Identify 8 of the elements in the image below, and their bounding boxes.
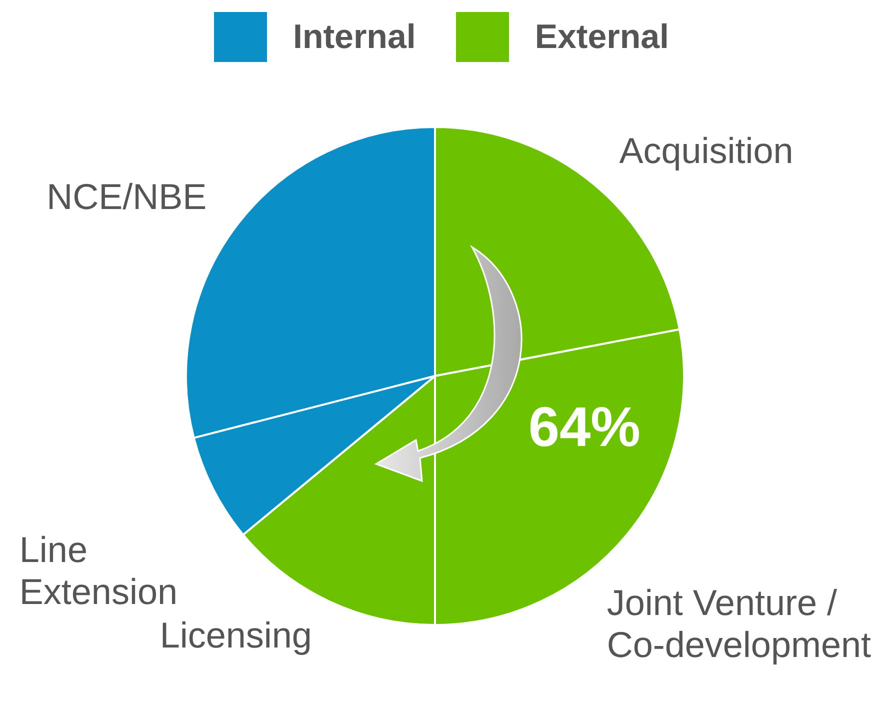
slice-label: Licensing (160, 614, 312, 656)
slice-label: Line Extension (19, 529, 178, 612)
slice-label: Acquisition (619, 130, 794, 172)
text: Internal (293, 18, 416, 56)
slice-label: Joint Venture / Co-development (606, 582, 872, 666)
slice-label: NCE/NBE (46, 176, 207, 217)
text: External (534, 18, 669, 56)
text: 64% (528, 395, 640, 458)
